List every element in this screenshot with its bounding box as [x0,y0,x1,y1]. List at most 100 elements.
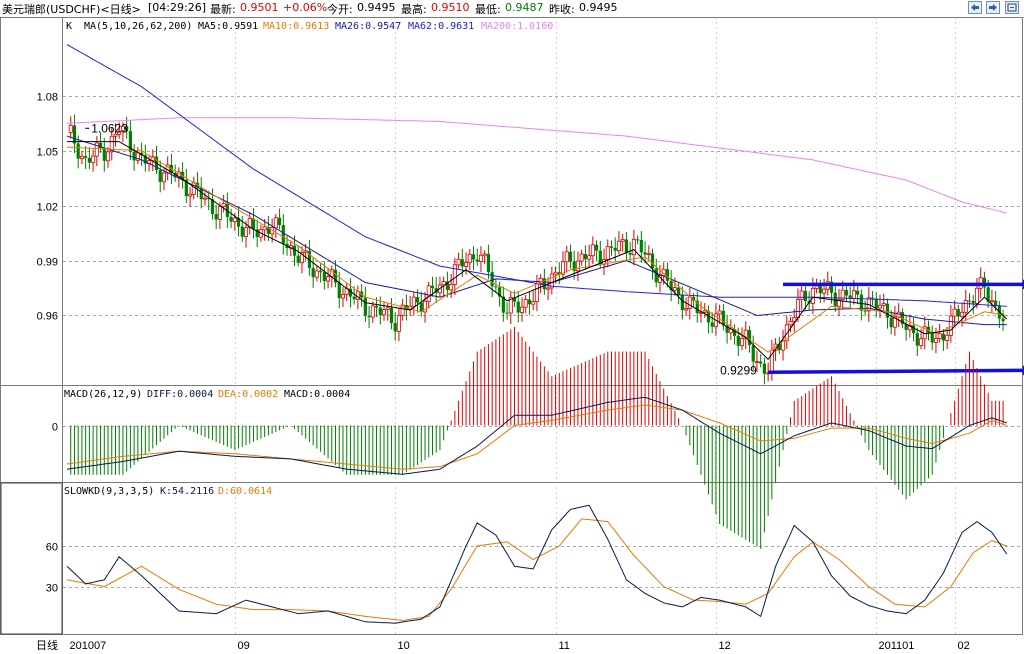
candle-body [467,253,472,263]
candle-body [963,300,968,313]
x-tick-label: 201101 [879,640,915,652]
candle-body [426,285,431,302]
candle-body [945,334,950,341]
candle-body [609,246,614,248]
candle-body [646,253,651,256]
candle-body [754,361,759,363]
candle-body [173,173,177,178]
candle-body [702,310,707,313]
low-annotation: 0.9299 [720,364,757,378]
candle-body [120,125,125,132]
candle-body [974,287,979,304]
last-label: 最新: [210,3,236,16]
candle-body [926,326,931,333]
forward-button[interactable] [986,1,1000,14]
kd-tick-label: 30 [46,583,58,595]
candle-body [501,296,505,313]
candle-body [415,297,420,303]
candle-body [538,277,543,284]
candle-body [445,281,449,290]
candle-body [505,312,509,314]
forward-icon [989,4,997,11]
candle-body [434,288,438,293]
candle-body [814,285,819,289]
candle-body [579,253,584,262]
candle-body [381,309,386,316]
x-tick-label: 12 [719,640,731,652]
expand-button[interactable] [1005,1,1019,14]
candle-body [199,187,203,200]
candle-body [139,152,144,156]
candle-body [795,299,800,318]
candle-body [512,297,517,302]
candle-body [687,296,692,309]
candle-body [549,273,554,289]
candle-body [1001,318,1005,322]
candle-body [378,307,382,315]
candle-body [762,363,766,374]
candle-body [348,288,353,297]
candle-body [639,239,643,253]
candle-body [352,296,356,300]
candle-body [281,225,285,244]
candle-body [389,307,394,324]
candle-body [542,278,546,290]
candle-body [452,264,457,285]
candle-body [471,254,476,260]
candle-body [803,290,808,302]
period-label: 日线 [36,638,58,652]
candle-body [494,286,498,288]
trend-arrow-line [768,368,1024,374]
candle-body [400,304,405,316]
candle-body [613,247,617,251]
low-label: 最低: [475,3,501,16]
candle-body [732,329,737,336]
candle-body [856,290,860,295]
price-chart[interactable]: 1.08 1.05 1.02 0.99 0.96 0 60 30 201007 09 10 11 12 2… [0,17,1024,654]
macd-dea-value: DEA:0.0002 [218,389,279,400]
candle-body [307,250,312,268]
candle-body [79,155,84,160]
chart-frame [0,17,1023,635]
y-tick-label: 1.08 [37,92,58,104]
candle-body [568,251,573,262]
candle-body [430,285,435,289]
candle-body [844,290,849,296]
candle-body [464,261,469,267]
high-annotation: 1.0623 [91,121,128,135]
x-tick-label: 11 [559,640,570,652]
candle-body [232,217,237,223]
candle-body [553,271,558,275]
y-tick-label: 0.99 [37,257,58,269]
candle-body [519,306,524,313]
candle-body [113,133,118,137]
candle-body [184,179,188,197]
back-button[interactable] [968,1,982,14]
candle-body [221,203,226,207]
candle-body [534,283,539,303]
candle-body [202,197,207,200]
kd-tick-label: 60 [46,542,58,554]
candle-body [919,338,924,346]
candle-body [546,287,551,290]
candle-body [971,300,975,304]
macd-zero-label: 0 [52,422,58,434]
candle-body [486,253,491,273]
candle-body [423,300,428,313]
ma200-value: MA200:1.0160 [481,21,554,32]
candle-body [836,299,841,307]
candle-body [311,267,315,278]
candle-body [441,281,446,286]
candle-body [915,333,919,346]
candle-body [743,329,748,339]
candle-body [881,303,886,306]
ma200-line [66,117,1007,214]
candle-body [874,298,878,308]
candle-body [508,297,513,314]
candle-body [299,252,304,264]
ma-params: MA(5,10,26,62,200) [84,21,193,32]
candle-body [385,307,390,311]
candle-body [792,317,797,322]
candle-body [818,285,822,294]
candle-body [255,229,259,238]
